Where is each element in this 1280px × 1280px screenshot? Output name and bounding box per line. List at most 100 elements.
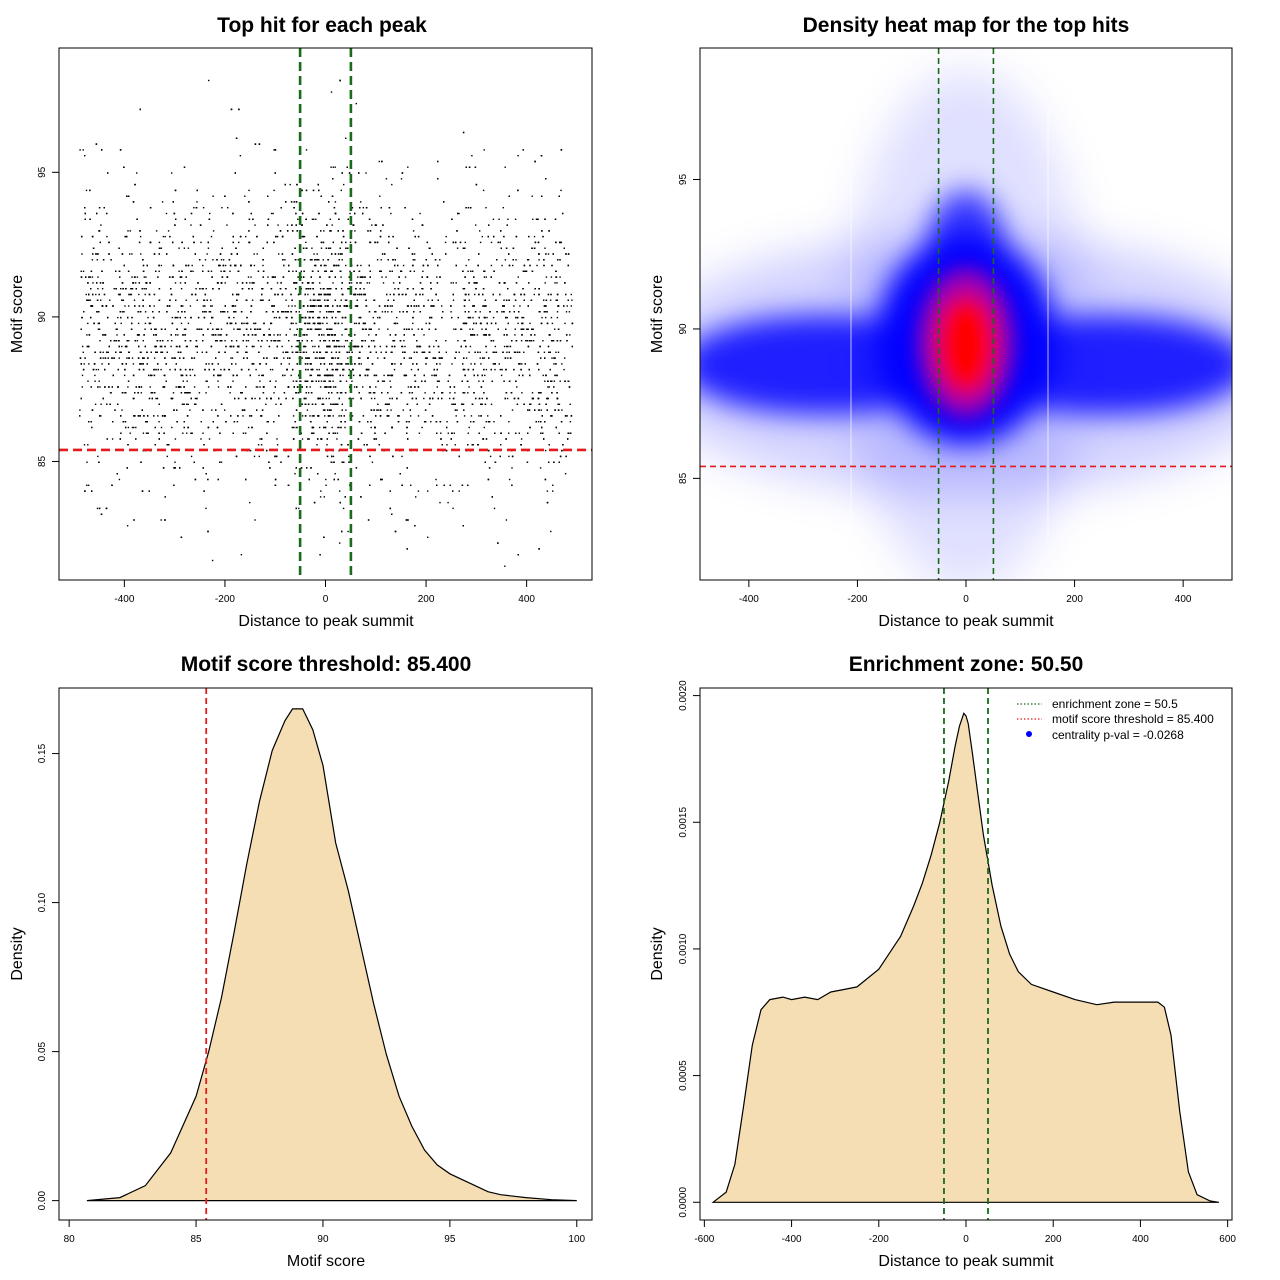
scatter-point [273,189,275,192]
scatter-point [392,340,394,342]
scatter-point [475,224,477,226]
scatter-point [554,328,556,330]
scatter-point [112,421,114,423]
scatter-point [423,334,425,336]
scatter-point [220,334,222,336]
scatter-point [82,345,84,348]
scatter-point [94,403,97,405]
scatter-point [349,241,352,244]
scatter-point [237,397,240,400]
scatter-point [422,293,424,296]
scatter-point [544,380,546,382]
scatter-point [332,368,334,371]
scatter-point [343,183,345,186]
scatter-point [266,340,268,342]
scatter-point [427,536,429,538]
scatter-point [205,351,208,353]
scatter-point [429,316,431,319]
scatter-point [470,270,472,272]
scatter-point [144,322,147,325]
scatter-point [436,282,439,284]
scatter-point [206,253,208,255]
scatter-point [216,340,218,342]
scatter-point [298,507,300,510]
scatter-point [297,340,299,342]
scatter-point [182,432,184,434]
scatter-point [376,409,378,411]
scatter-point [279,334,281,336]
scatter-point [484,270,486,272]
scatter-point [254,328,256,330]
scatter-point [180,288,183,290]
scatter-point [90,386,92,388]
scatter-point [339,392,342,394]
scatter-point [348,334,350,336]
scatter-point [515,282,518,284]
scatter-point [418,432,421,434]
scatter-point [342,507,345,510]
scatter-point [298,311,300,313]
scatter-point [325,351,327,353]
scatter-point [364,328,367,330]
scatter-point [335,403,338,405]
scatter-point [82,149,84,151]
scatter-point [245,322,247,325]
scatter-point [142,305,144,307]
scatter-point [171,316,174,319]
scatter-point [280,461,282,463]
scatter-point [463,409,465,411]
scatter-point [193,357,196,359]
scatter-point [556,316,559,319]
scatter-point [565,293,567,296]
scatter-point [169,368,171,371]
scatter-point [404,207,406,209]
scatter-point [499,368,501,371]
scatter-point [171,340,173,342]
scatter-point [357,276,359,278]
scatter-point [130,293,133,296]
scatter-point [85,189,88,192]
scatter-point [538,259,540,261]
scatter-point [189,305,192,307]
scatter-point [563,368,565,371]
scatter-point [272,311,274,313]
scatter-point [490,322,493,325]
scatter-point [482,189,485,192]
scatter-point [389,397,391,400]
scatter-point [494,368,496,371]
scatter-point [83,363,85,365]
scatter-point [421,288,423,290]
scatter-point [102,351,104,353]
scatter-point [533,293,535,296]
scatter-point [127,380,130,382]
scatter-point [551,264,553,267]
scatter-point [330,91,333,93]
scatter-point [211,334,213,336]
scatter-point [526,461,529,463]
scatter-point [451,363,453,365]
scatter-point [512,264,514,267]
scatter-point [179,357,181,359]
scatter-point [291,305,293,307]
scatter-point [220,461,223,463]
scatter-point [551,322,554,325]
scatter-point [81,386,83,388]
scatter-point [107,172,109,174]
scatter-point [114,409,116,411]
scatter-point [238,328,240,330]
scatter-point [489,455,492,458]
scatter-point [544,247,546,249]
scatter-point [98,293,100,296]
scatter-point [410,484,412,486]
scatter-point [334,201,337,203]
scatter-point [271,368,274,371]
scatter-point [127,230,129,232]
scatter-point [120,316,122,319]
scatter-point [290,201,293,203]
scatter-point [242,415,244,417]
scatter-point [483,149,485,151]
scatter-point [272,212,274,215]
scatter-point [463,299,466,301]
scatter-point [142,432,145,434]
scatter-point [233,421,236,423]
